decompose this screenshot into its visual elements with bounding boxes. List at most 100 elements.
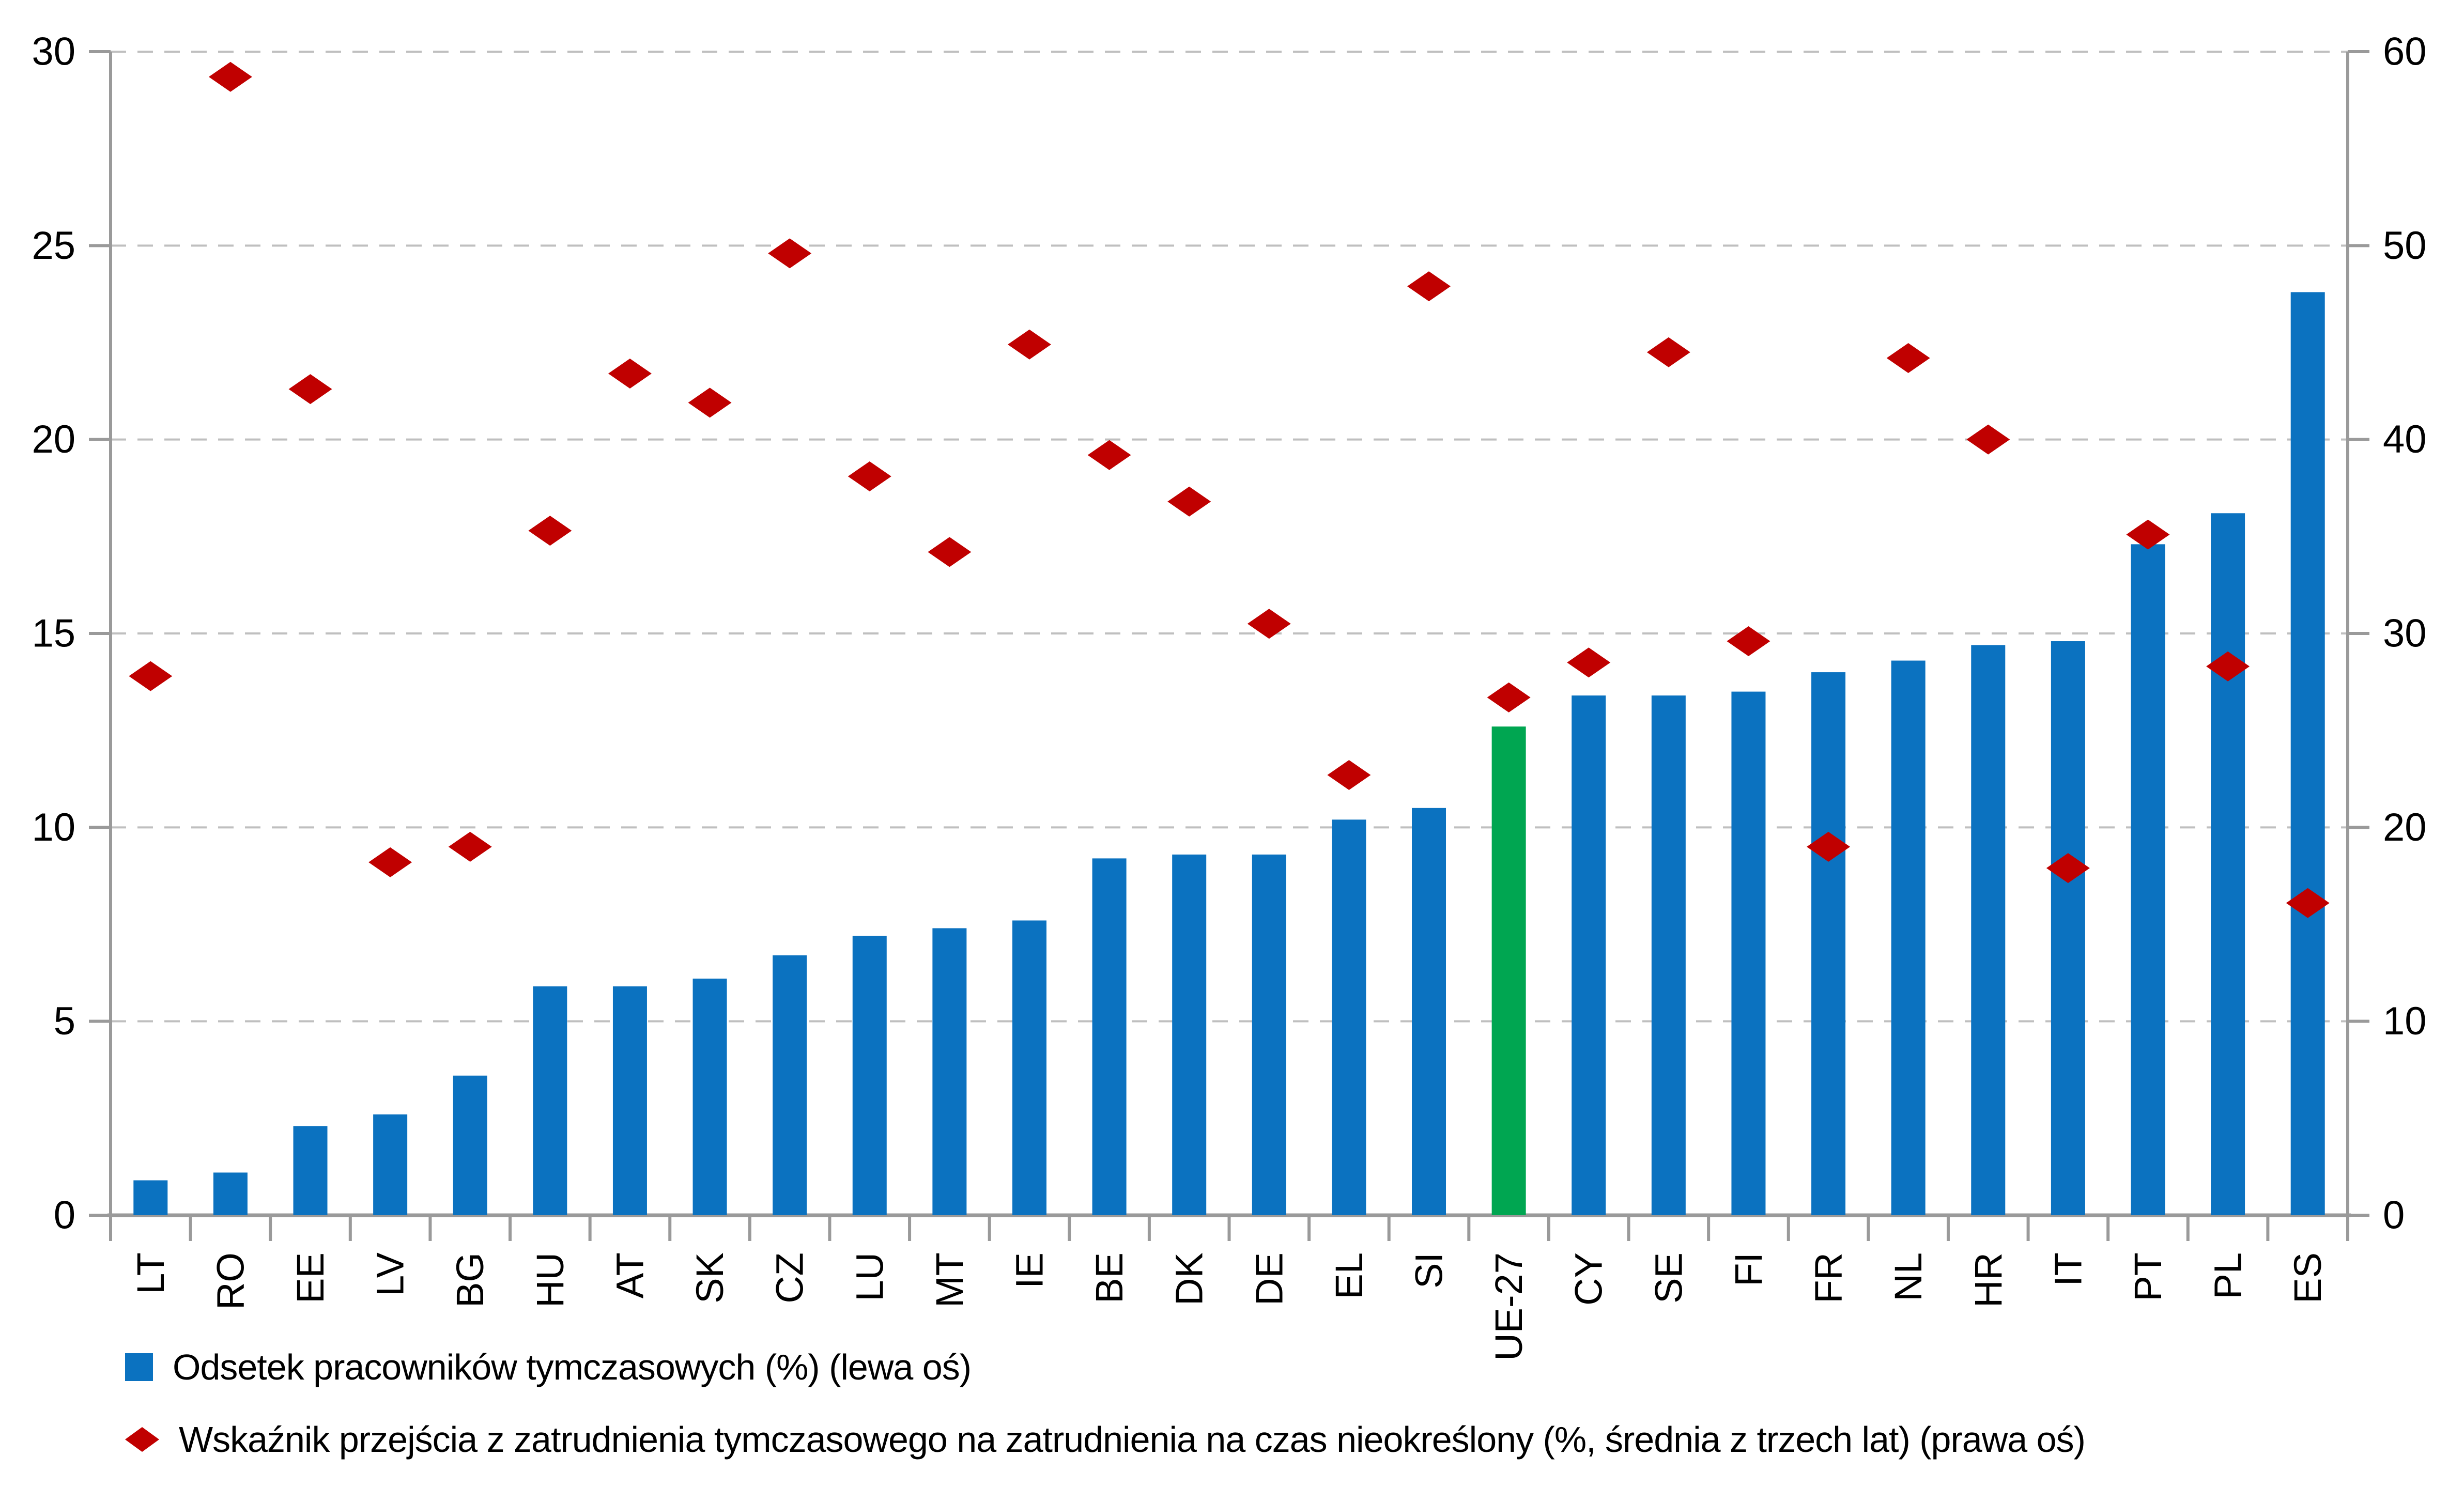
marker-LU <box>848 461 891 491</box>
marker-FR <box>1807 831 1851 862</box>
x-label-PL: PL <box>2207 1252 2250 1299</box>
marker-HU <box>528 516 572 546</box>
marker-DK <box>1167 486 1211 517</box>
marker-RO <box>208 61 252 92</box>
marker-CZ <box>768 238 812 269</box>
marker-HR <box>1966 424 2010 455</box>
bar-UE-27 <box>1491 726 1526 1215</box>
legend-item-transition-rate: Wskaźnik przejścia z zatrudnienia tymcza… <box>125 1415 2440 1464</box>
x-label-SE: SE <box>1647 1252 1690 1304</box>
x-label-ES: ES <box>2286 1252 2329 1304</box>
bar-BG <box>453 1075 487 1215</box>
x-label-PT: PT <box>2127 1252 2169 1302</box>
legend-item-temporary-share: Odsetek pracowników tymczasowych (%) (le… <box>125 1342 2440 1392</box>
left-tick-label-25: 25 <box>32 224 75 268</box>
marker-EL <box>1327 760 1371 790</box>
bar-HR <box>1971 645 2006 1215</box>
x-label-MT: MT <box>928 1252 971 1308</box>
right-tick-label-60: 60 <box>2383 30 2427 74</box>
legend-label-temporary-share: Odsetek pracowników tymczasowych (%) (le… <box>173 1347 972 1387</box>
x-label-SK: SK <box>688 1252 731 1304</box>
marker-BG <box>448 831 492 862</box>
x-label-IE: IE <box>1008 1252 1051 1289</box>
marker-DE <box>1247 609 1291 639</box>
marker-IE <box>1007 329 1051 360</box>
marker-LV <box>368 847 412 877</box>
x-label-HU: HU <box>529 1252 572 1308</box>
bar-MT <box>932 928 967 1215</box>
right-tick-label-0: 0 <box>2383 1194 2405 1237</box>
bar-SE <box>1651 695 1686 1215</box>
x-label-CZ: CZ <box>768 1252 811 1304</box>
bar-LT <box>133 1180 168 1215</box>
x-label-HR: HR <box>1967 1252 2010 1308</box>
bar-swatch-icon <box>125 1353 153 1381</box>
bar-CY <box>1572 695 1606 1215</box>
marker-PL <box>2206 651 2250 681</box>
x-label-FR: FR <box>1807 1252 1850 1304</box>
bar-ES <box>2290 292 2325 1215</box>
x-label-NL: NL <box>1887 1252 1930 1302</box>
bar-LU <box>852 936 887 1215</box>
chart-legend: Odsetek pracowników tymczasowych (%) (le… <box>125 1342 2440 1487</box>
diamond-swatch-icon <box>125 1427 159 1452</box>
marker-BE <box>1087 440 1131 470</box>
bar-PT <box>2131 544 2165 1215</box>
x-label-LV: LV <box>369 1252 412 1296</box>
marker-SE <box>1646 337 1690 367</box>
marker-SI <box>1407 271 1451 302</box>
right-tick-label-50: 50 <box>2383 224 2427 268</box>
bar-NL <box>1891 660 1926 1215</box>
bar-IT <box>2051 641 2085 1215</box>
left-tick-label-5: 5 <box>54 999 75 1043</box>
x-label-BG: BG <box>449 1252 491 1308</box>
bar-HU <box>533 986 567 1215</box>
x-label-BE: BE <box>1088 1252 1131 1304</box>
x-label-DE: DE <box>1248 1252 1290 1306</box>
marker-FI <box>1727 626 1770 657</box>
bar-SK <box>692 979 727 1215</box>
left-tick-label-30: 30 <box>32 30 75 74</box>
marker-MT <box>928 537 972 567</box>
marker-IT <box>2046 853 2090 884</box>
marker-LT <box>129 661 173 691</box>
x-label-IT: IT <box>2046 1252 2089 1287</box>
left-tick-label-20: 20 <box>32 417 75 461</box>
x-label-LT: LT <box>129 1252 172 1294</box>
bar-DK <box>1172 854 1207 1215</box>
bar-DE <box>1252 854 1286 1215</box>
x-label-RO: RO <box>209 1252 252 1310</box>
right-tick-label-40: 40 <box>2383 417 2427 461</box>
bar-EL <box>1332 819 1366 1215</box>
bar-IE <box>1012 920 1046 1215</box>
x-label-AT: AT <box>608 1252 651 1298</box>
bar-FI <box>1731 691 1766 1215</box>
right-tick-label-30: 30 <box>2383 612 2427 656</box>
bar-EE <box>293 1126 328 1215</box>
left-tick-label-10: 10 <box>32 806 75 849</box>
marker-UE-27 <box>1487 682 1531 712</box>
x-label-UE-27: UE-27 <box>1487 1252 1530 1361</box>
marker-NL <box>1886 343 1930 374</box>
bar-FR <box>1811 672 1846 1215</box>
x-label-DK: DK <box>1168 1252 1211 1306</box>
bar-CZ <box>773 955 807 1215</box>
marker-EE <box>288 374 332 405</box>
left-tick-label-0: 0 <box>54 1194 75 1237</box>
left-tick-label-15: 15 <box>32 612 75 656</box>
x-label-EE: EE <box>289 1252 332 1304</box>
marker-AT <box>608 359 652 389</box>
marker-ES <box>2286 888 2330 918</box>
right-tick-label-20: 20 <box>2383 806 2427 849</box>
bar-BE <box>1092 858 1127 1215</box>
x-label-EL: EL <box>1328 1252 1370 1299</box>
x-label-LU: LU <box>848 1252 891 1302</box>
legend-label-transition-rate: Wskaźnik przejścia z zatrudnienia tymcza… <box>179 1419 2086 1460</box>
marker-CY <box>1567 647 1611 678</box>
marker-PT <box>2126 519 2170 550</box>
x-label-SI: SI <box>1408 1252 1451 1289</box>
bar-SI <box>1412 808 1446 1215</box>
bar-RO <box>213 1172 248 1215</box>
